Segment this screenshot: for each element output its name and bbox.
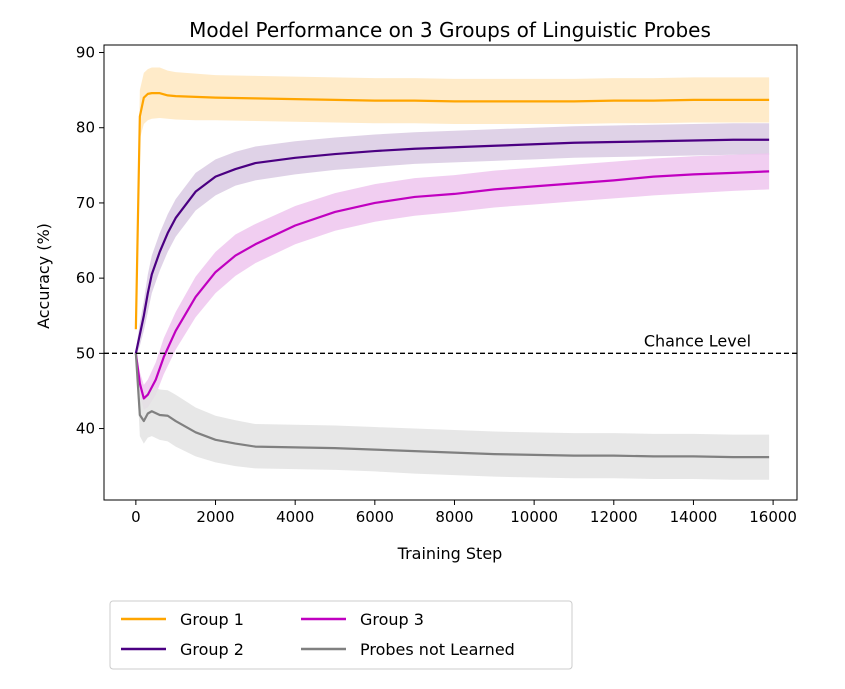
- x-tick-label: 8000: [435, 508, 473, 526]
- legend-frame: [109, 600, 573, 670]
- band-series-1: [135, 67, 770, 331]
- y-tick-label: 80: [76, 119, 95, 137]
- chart-title: Model Performance on 3 Groups of Linguis…: [189, 18, 711, 42]
- legend-label: Probes not Learned: [360, 640, 515, 659]
- band-series-2: [135, 123, 770, 358]
- x-tick-label: 2000: [196, 508, 234, 526]
- x-axis-ticks: 0 2000 4000 6000 8000 10000 12000 14000 16000: [131, 500, 797, 526]
- y-axis-label: Accuracy (%): [34, 223, 53, 329]
- legend-label: Group 2: [180, 640, 244, 659]
- line-series-3: [134, 170, 770, 400]
- x-tick-label: 14000: [670, 508, 718, 526]
- band-series-3: [135, 153, 770, 410]
- x-tick-label: 12000: [590, 508, 638, 526]
- plot-frame: [103, 44, 798, 501]
- confidence-bands: [135, 67, 770, 480]
- y-tick-label: 60: [76, 269, 95, 287]
- y-tick-label: 40: [76, 420, 95, 438]
- legend-label: Group 3: [360, 610, 424, 629]
- series-lines: [134, 92, 770, 459]
- line-series-4: [134, 353, 770, 459]
- x-tick-label: 16000: [749, 508, 797, 526]
- legend-label: Group 1: [180, 610, 244, 629]
- line-series-2: [134, 138, 770, 354]
- x-tick-label: 6000: [356, 508, 394, 526]
- band-series-4: [135, 349, 770, 480]
- x-axis-label: Training Step: [397, 544, 503, 563]
- y-tick-label: 50: [76, 344, 95, 362]
- chance-level-label: Chance Level: [644, 331, 751, 350]
- x-tick-label: 10000: [510, 508, 558, 526]
- x-tick-label: 0: [131, 508, 141, 526]
- x-tick-label: 4000: [276, 508, 314, 526]
- y-tick-label: 70: [76, 194, 95, 212]
- reference-line-group: Chance Level: [104, 331, 797, 355]
- y-tick-label: 90: [76, 44, 95, 62]
- line-series-1: [134, 92, 770, 330]
- y-axis-ticks: 40 50 60 70 80 90: [76, 44, 104, 438]
- legend: Group 1 Group 2 Group 3 Probes not Learned: [109, 600, 573, 670]
